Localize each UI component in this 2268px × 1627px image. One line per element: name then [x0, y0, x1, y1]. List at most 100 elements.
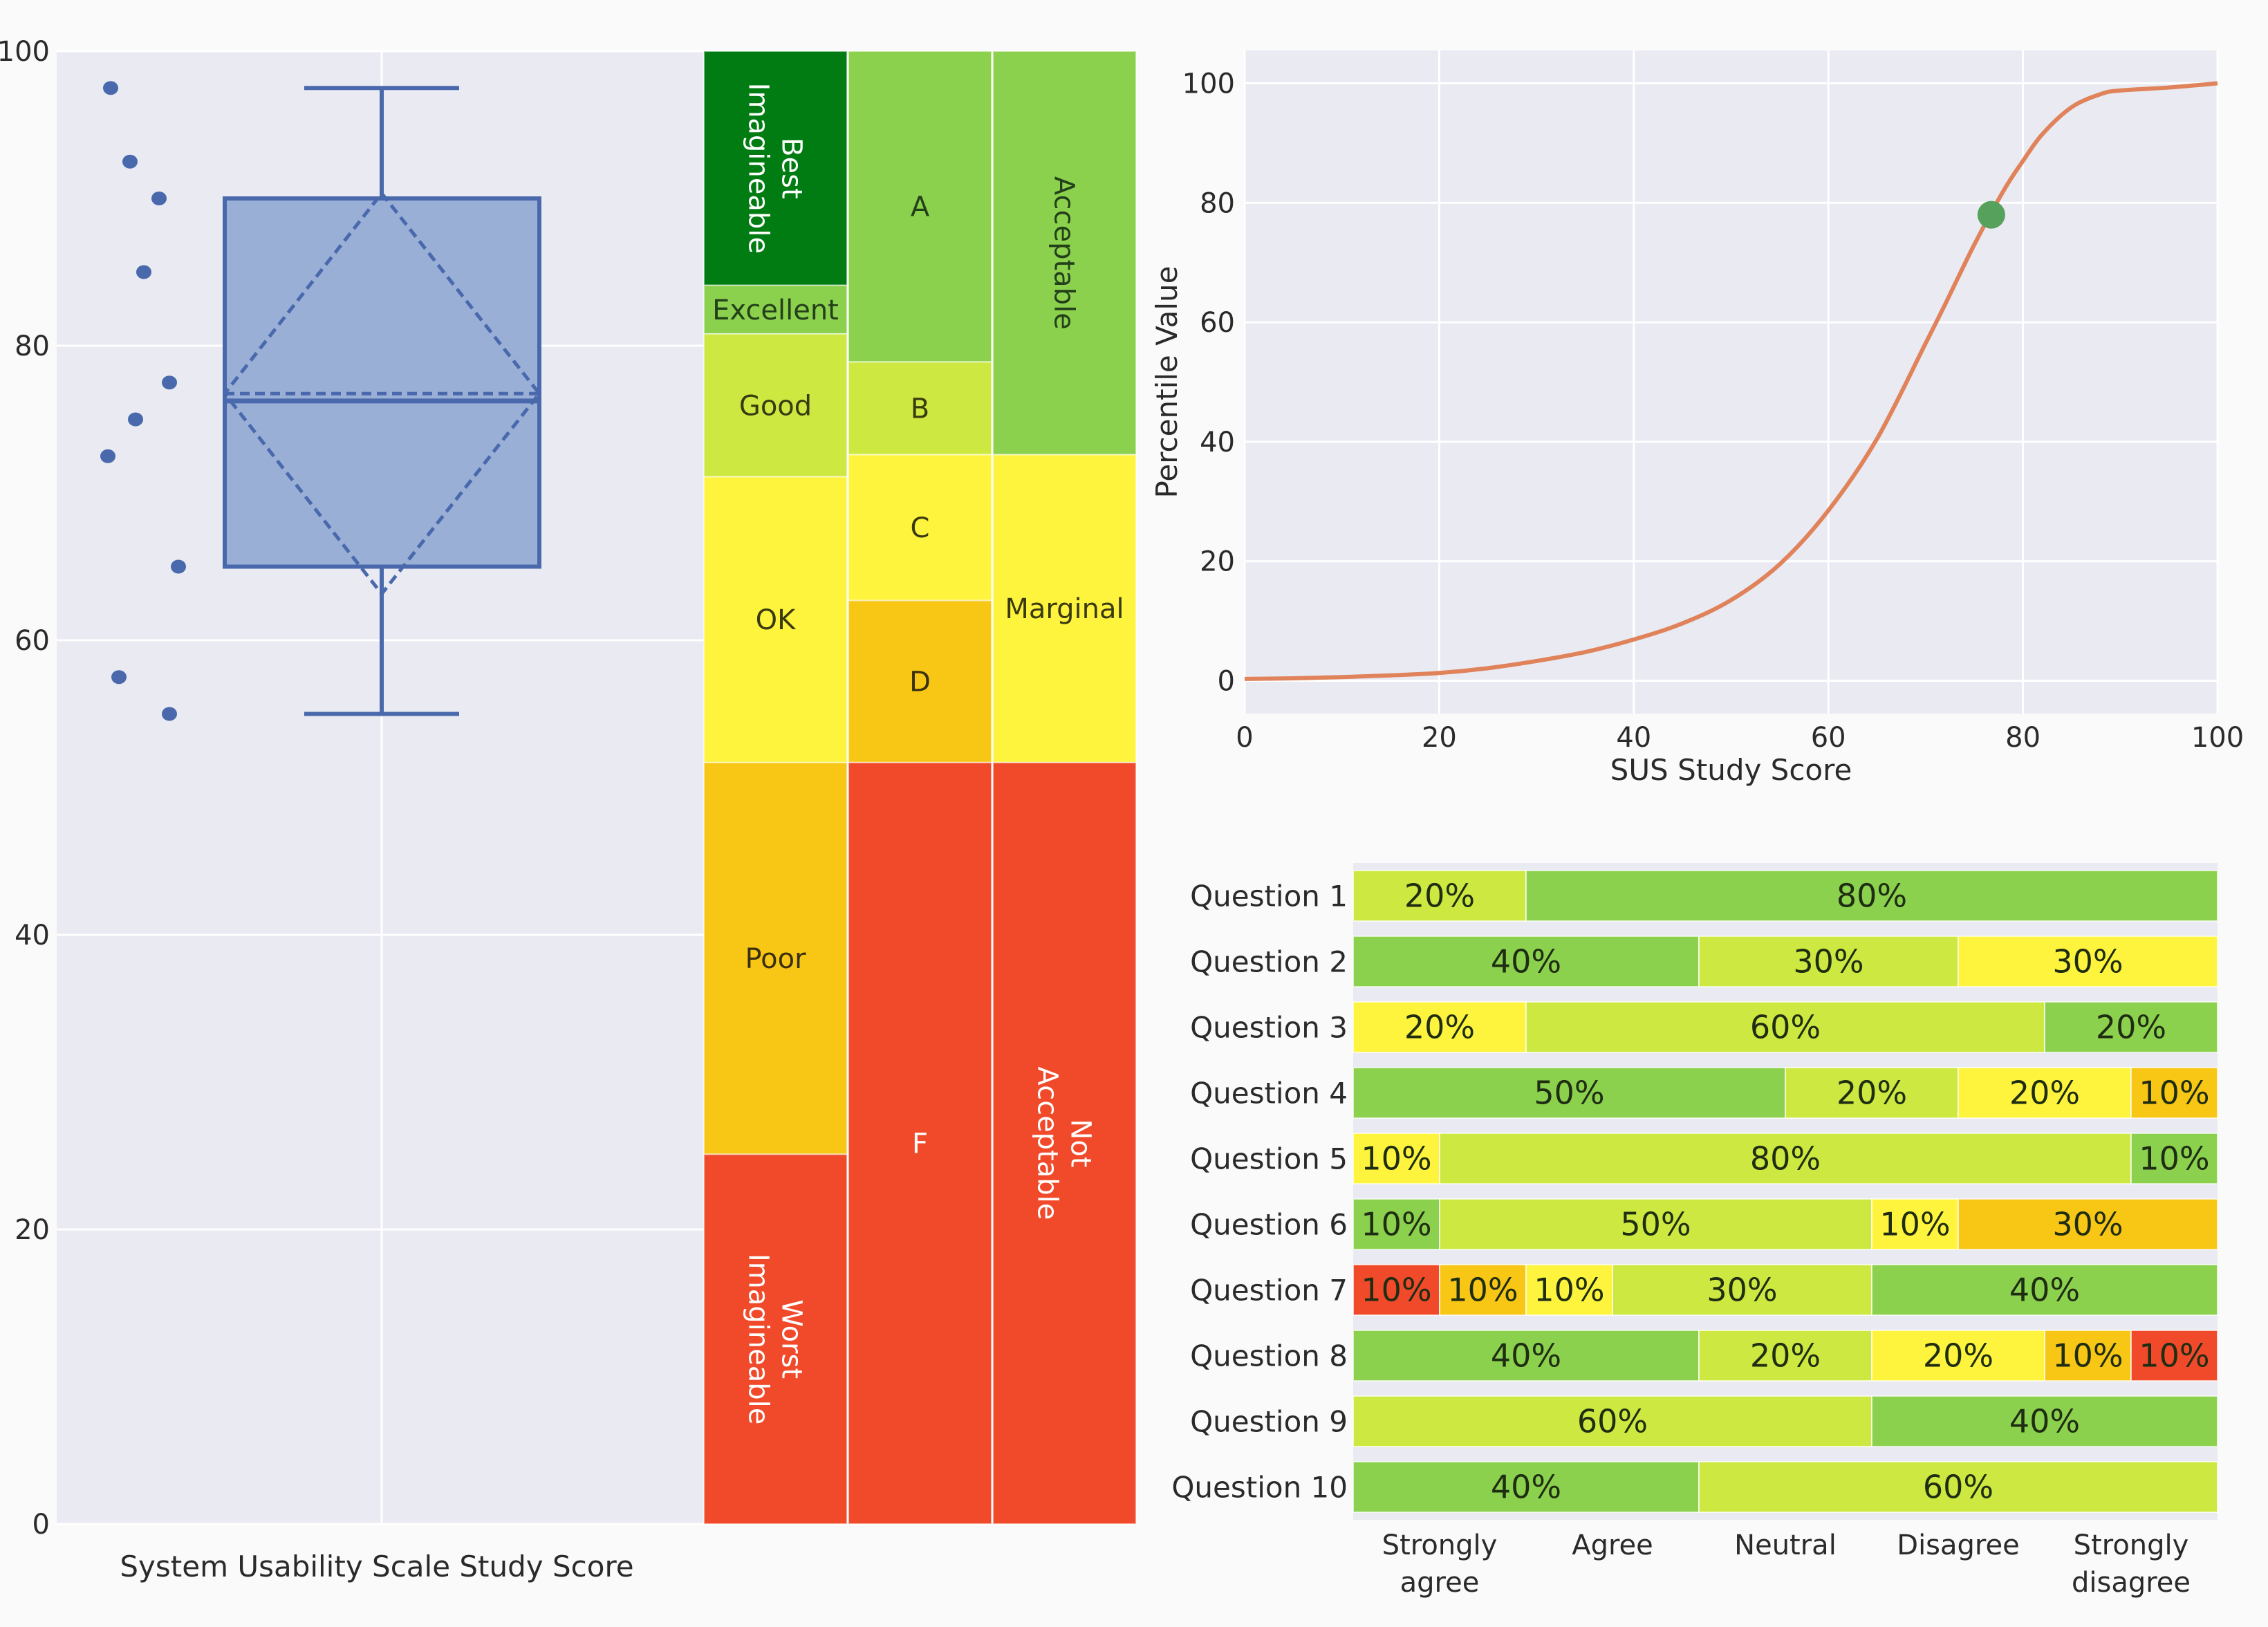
band-label: WorstImagineable: [743, 1254, 808, 1424]
boxplot-y-tick: 20: [15, 1214, 50, 1246]
question-row: Question 7 10% 10% 10% 30% 40%: [1190, 1263, 2218, 1317]
bar-segment: [1439, 1132, 2132, 1185]
band-label: Poor: [745, 943, 806, 975]
band-adjective-poor: [703, 761, 848, 1155]
question-row: Question 9 60% 40%: [1190, 1395, 2218, 1448]
bar-segment-label: 80%: [1837, 877, 1907, 915]
question-row: Question 1 20% 80%: [1190, 869, 2218, 922]
bar-segment: [1353, 1460, 1700, 1514]
bar-segment-label: 80%: [1750, 1140, 1821, 1178]
bar-segment: [1353, 1066, 1786, 1119]
bar-segment-label: 10%: [1361, 1140, 1431, 1178]
bars-x-tick-line: Disagree: [1897, 1530, 2019, 1561]
percentile-gridlines: [1243, 50, 2219, 714]
band-grade-d: [848, 599, 992, 763]
bar-segment-label: 30%: [1793, 943, 1863, 980]
question-label: Question 2: [1190, 945, 1348, 979]
percentile-x-tick: 60: [1811, 722, 1846, 754]
percentile-y-tick: 0: [1218, 665, 1235, 697]
band-adjective-excellent: [703, 284, 848, 335]
boxplot-y-tick: 100: [0, 36, 50, 68]
question-label: Question 4: [1190, 1077, 1348, 1110]
bar-segment: [1698, 1329, 1872, 1382]
bar-segment: [1958, 935, 2218, 988]
question-row: Question 5 10% 80% 10%: [1190, 1132, 2218, 1185]
band-label: D: [909, 667, 931, 698]
band-label: Good: [739, 390, 812, 422]
bar-segment-label: 10%: [2139, 1075, 2209, 1112]
question-label: Question 5: [1190, 1142, 1348, 1176]
percentile-y-tick-labels: 0 20 40 60 80 100: [1182, 68, 1235, 698]
boxplot-iqr-box: [223, 196, 541, 569]
question-label: Question 6: [1190, 1208, 1348, 1242]
bar-segment-label: 30%: [1707, 1272, 1777, 1309]
bar-segment: [2044, 1001, 2218, 1054]
bar-segment-label: 20%: [2096, 1009, 2166, 1046]
bars-x-tick: Neutral: [1734, 1530, 1837, 1561]
bar-segment: [1785, 1066, 1959, 1119]
percentile-x-tick: 0: [1236, 722, 1253, 754]
bar-segment: [1698, 935, 1959, 988]
band-adjective-good: [703, 333, 848, 478]
bar-segment-label: 10%: [2139, 1337, 2209, 1375]
bars-x-tick: Disagree: [1897, 1530, 2019, 1561]
bar-segment-label: 10%: [2139, 1140, 2209, 1178]
bar-segment-label: 40%: [1491, 943, 1561, 980]
bar-segment: [2130, 1132, 2218, 1185]
percentile-y-tick: 60: [1200, 307, 1235, 339]
band-label: Marginal: [1005, 593, 1124, 625]
percentile-y-tick: 40: [1200, 427, 1235, 458]
band-label-line: Acceptable: [1032, 1066, 1063, 1220]
bar-segment: [1353, 1198, 1440, 1251]
boxplot-point: [171, 559, 186, 574]
bar-segment-label: 60%: [1923, 1469, 1993, 1506]
band-label-line: Worst: [776, 1299, 808, 1379]
bars-x-tick-line: Strongly: [1382, 1530, 1498, 1561]
band-label: B: [911, 393, 929, 425]
band-label: OK: [756, 604, 797, 636]
boxplot-x-axis-title: System Usability Scale Study Score: [120, 1550, 633, 1583]
bars-x-tick-line: disagree: [2072, 1567, 2191, 1599]
percentile-plot-area: [1245, 50, 2218, 714]
bar-segment-label: 50%: [1534, 1075, 1604, 1112]
bar-segment-label: 10%: [1361, 1206, 1431, 1243]
boxplot-point: [111, 670, 127, 685]
percentile-curve-line: [1244, 81, 2218, 681]
question-label: Question 8: [1190, 1339, 1348, 1373]
bar-segment-label: 20%: [1404, 1009, 1475, 1046]
band-acceptability-marginal: [992, 454, 1137, 763]
bar-segment: [1353, 1395, 1872, 1448]
bar-segment-label: 20%: [2009, 1075, 2080, 1112]
bar-segment-label: 60%: [1750, 1009, 1821, 1046]
percentile-x-tick: 20: [1422, 722, 1457, 754]
boxplot-sd-diamond: [222, 190, 542, 597]
band-label-line: Not: [1065, 1119, 1097, 1167]
bar-segment-label: 20%: [1750, 1337, 1821, 1375]
band-grade-a: [848, 50, 992, 363]
bar-segment: [1698, 1460, 2218, 1514]
question-bars: Question 1 20% 80%Question 2 40% 30% 30%Quest…: [1171, 869, 2218, 1514]
bar-segment: [2044, 1329, 2132, 1382]
bar-segment: [1871, 1395, 2218, 1448]
bar-segment-label: 30%: [2052, 943, 2123, 980]
bar-segment-label: 20%: [1923, 1337, 1993, 1375]
bar-segment-label: 10%: [1447, 1272, 1518, 1309]
question-label: Question 7: [1190, 1274, 1348, 1308]
question-row: Question 6 10% 50% 10% 30%: [1190, 1198, 2218, 1251]
bar-segment: [1871, 1198, 1959, 1251]
bar-segment-label: 10%: [1361, 1272, 1431, 1309]
band-adjective-worst-imagineable: [703, 1153, 848, 1525]
bar-segment-label: 40%: [2009, 1272, 2080, 1309]
question-row: Question 2 40% 30% 30%: [1190, 935, 2218, 988]
band-acceptability-acceptable: [992, 50, 1137, 456]
question-label: Question 9: [1190, 1405, 1348, 1439]
question-label: Question 10: [1171, 1471, 1348, 1505]
sus-rating-bands: BestImagineableExcellentGoodOKPoorWorstI…: [703, 50, 1137, 1525]
bar-segment-label: 20%: [1404, 877, 1475, 915]
band-label: F: [912, 1128, 928, 1160]
bar-segment: [2130, 1066, 2218, 1119]
band-label-line: Imagineable: [743, 1254, 774, 1424]
bars-x-tick-line: Strongly: [2074, 1530, 2189, 1561]
percentile-panel: 0 20 40 60 80 100 0 20 40 60 80 100 SUS Study Scor…: [1150, 50, 2244, 787]
study-score-marker[interactable]: [1977, 201, 2005, 229]
